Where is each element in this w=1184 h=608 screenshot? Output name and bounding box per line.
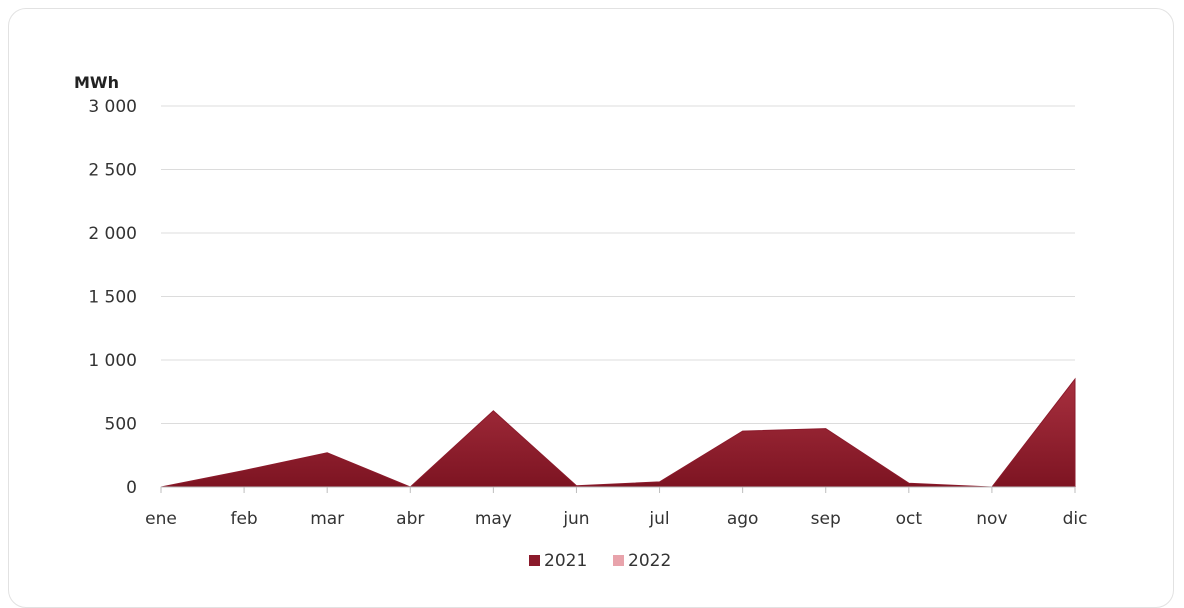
y-tick-label: 3 000	[88, 97, 137, 117]
y-tick-label: 500	[105, 415, 137, 435]
legend-swatch-2021	[529, 555, 540, 566]
x-tick-label: may	[475, 509, 512, 529]
x-tick-label: ene	[145, 509, 177, 529]
y-tick-label: 1 000	[88, 351, 137, 371]
area-series-2021	[160, 377, 1076, 488]
x-tick-label: dic	[1063, 509, 1088, 529]
x-tick-label: nov	[976, 509, 1007, 529]
y-tick-label: 2 000	[88, 224, 137, 244]
x-tick-label: oct	[896, 509, 923, 529]
axes: 0 500 1 000 1 500 2 000 2 500 3 000 ene feb mar ab…	[88, 97, 1087, 529]
x-tick-label: mar	[310, 509, 344, 529]
series-areas	[160, 377, 1076, 488]
y-tick-label: 0	[126, 478, 137, 498]
area-chart: 0 500 1 000 1 500 2 000 2 500 3 000 ene feb mar ab…	[74, 73, 1087, 571]
gridlines	[161, 105, 1075, 424]
chart-card: 0 500 1 000 1 500 2 000 2 500 3 000 ene feb mar ab…	[8, 8, 1174, 608]
x-tick-label: abr	[396, 509, 424, 529]
legend: 2021 2022	[529, 551, 671, 571]
y-tick-label: 2 500	[88, 161, 137, 181]
x-tick-label: jul	[648, 509, 669, 529]
x-tick-label: ago	[727, 509, 759, 529]
x-tick-label: sep	[811, 509, 841, 529]
legend-label-2022: 2022	[628, 551, 671, 571]
y-tick-label: 1 500	[88, 288, 137, 308]
legend-swatch-2022	[613, 555, 624, 566]
x-tick-label: jun	[562, 509, 589, 529]
legend-label-2021: 2021	[544, 551, 587, 571]
y-axis-unit-label: MWh	[74, 73, 119, 92]
x-tick-label: feb	[230, 509, 257, 529]
